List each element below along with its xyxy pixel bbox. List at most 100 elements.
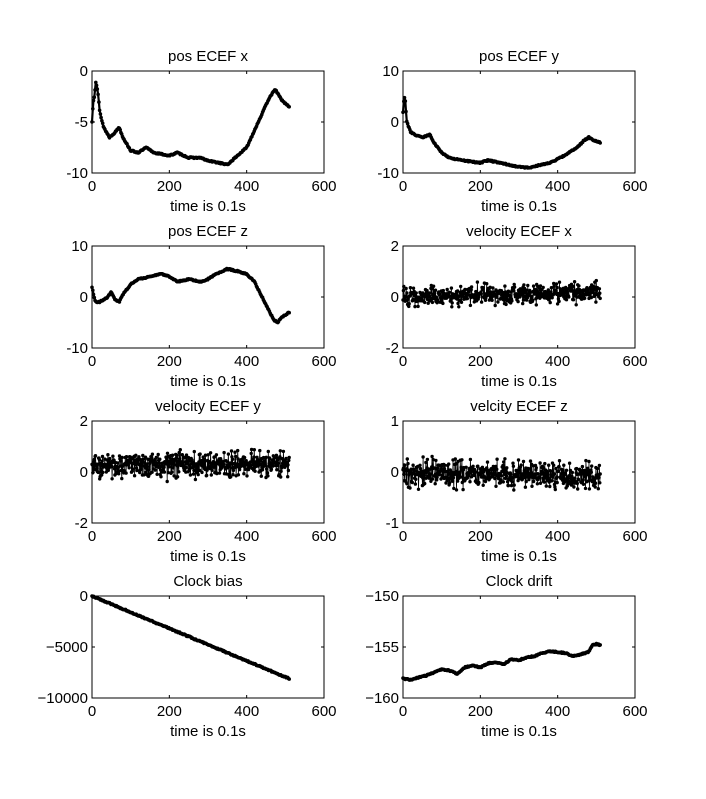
x-tick-label: 200 [157,703,182,720]
data-point [418,466,423,471]
data-point [482,469,486,474]
data-point [533,472,537,476]
data-point [146,474,151,478]
data-point [427,294,431,299]
x-axis-label: time is 0.1s [170,723,246,740]
x-tick-label: 200 [468,353,493,370]
data-point [411,286,416,290]
data-point [502,460,506,464]
data-point [552,463,556,467]
data-point [570,470,574,475]
data-point [91,292,96,297]
data-point [403,99,408,103]
data-point [572,485,576,489]
data-point [465,296,469,301]
subplot-1: pos ECEF x time is 0.1s 0 200 400 600 0 -5 -10 [66,48,336,215]
x-tick-label: 600 [311,178,336,195]
data-point [532,476,536,480]
data-point [571,284,575,288]
data-point [520,288,524,292]
chart-title: velcity ECEF z [470,398,568,415]
data-point [583,486,588,491]
chart-title: pos ECEF y [479,48,560,65]
data-point [583,475,587,479]
data-point [442,467,447,471]
data-point [134,453,138,457]
data-point [485,466,489,470]
data-point [407,302,411,306]
data-point [598,141,602,145]
data-point [511,461,515,465]
data-point [287,310,292,315]
x-tick-label: 400 [545,353,570,370]
data-point [510,480,514,484]
data-point [286,475,290,479]
data-point [150,452,155,456]
data-point [427,291,431,295]
data-point [581,478,585,482]
data-point [284,456,288,461]
data-point [141,453,145,458]
series-line [401,97,602,170]
data-point [278,449,282,453]
data-point [503,284,507,288]
data-point [174,456,179,460]
data-point [567,479,571,484]
data-point [426,301,430,305]
data-point [433,288,438,292]
data-point [577,284,581,288]
data-point [230,457,235,461]
data-point [567,295,571,299]
y-tick-label: -2 [386,340,399,357]
data-point [536,472,540,476]
data-point [593,485,597,489]
data-point [213,464,217,468]
data-point [203,460,207,464]
data-point [504,302,508,307]
data-point [505,466,509,470]
data-point [206,453,210,457]
data-point [171,466,175,470]
data-point [543,461,547,466]
x-tick-label: 600 [311,528,336,545]
data-point [588,474,592,479]
data-point [411,463,415,467]
data-point [580,464,585,469]
data-point [562,293,566,298]
data-point [198,452,202,456]
x-tick-label: 600 [311,703,336,720]
data-point [423,481,427,486]
data-point [538,284,543,288]
x-tick-label: 200 [468,528,493,545]
data-point [557,280,562,284]
data-point [450,479,455,483]
x-axis-label: time is 0.1s [481,198,557,215]
data-point [430,454,434,459]
data-point [252,448,256,452]
data-point [546,472,550,477]
data-point [475,280,480,284]
data-point [510,299,514,303]
data-point [494,484,498,488]
data-point [493,476,497,481]
data-point [90,285,94,290]
data-point [431,457,435,462]
data-point [584,458,588,463]
data-point [469,288,473,292]
data-point [100,473,104,477]
data-point [275,468,279,472]
data-point [479,292,483,296]
data-point [209,473,213,477]
data-point [158,457,162,461]
y-tick-label: -10 [377,165,399,182]
x-axis-label: time is 0.1s [170,198,246,215]
data-point [576,477,581,482]
data-point [99,115,103,120]
data-point [541,285,545,290]
data-point [472,473,476,478]
data-point [118,128,122,132]
data-point [162,470,167,474]
axes-frame [91,245,325,349]
data-point [479,300,484,304]
